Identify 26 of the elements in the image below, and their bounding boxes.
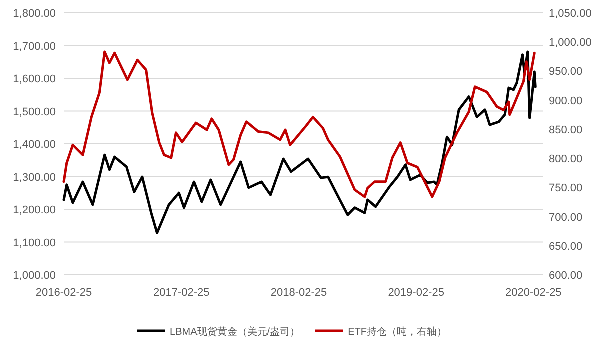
x-tick-label: 2020-02-25	[506, 287, 562, 299]
y2-tick-label: 700.00	[549, 212, 583, 224]
y-tick-label: 1,300.00	[13, 172, 56, 184]
legend-label: ETF持仓（吨，右轴）	[348, 326, 447, 338]
y2-tick-label: 900.00	[549, 95, 583, 108]
y2-tick-label: 1,050.00	[549, 8, 592, 20]
y2-tick-label: 650.00	[549, 240, 583, 253]
y-tick-label: 1,200.00	[13, 204, 56, 216]
y-tick-label: 1,600.00	[13, 74, 56, 86]
y-tick-label: 1,800.00	[13, 8, 56, 20]
y2-tick-label: 800.00	[549, 154, 583, 166]
y-tick-label: 1,500.00	[13, 106, 56, 118]
y-tick-label: 1,100.00	[13, 237, 56, 250]
y2-tick-label: 1,000.00	[549, 37, 592, 50]
x-tick-label: 2018-02-25	[270, 287, 328, 299]
x-tick-label: 2019-02-25	[388, 287, 444, 299]
y2-tick-label: 950.00	[549, 66, 583, 78]
y2-tick-label: 850.00	[549, 124, 583, 136]
y-tick-label: 1,400.00	[13, 139, 56, 151]
y-tick-label: 1,700.00	[13, 40, 56, 53]
y2-tick-label: 750.00	[549, 182, 583, 195]
y-tick-label: 1,000.00	[13, 270, 56, 282]
y2-tick-label: 600.00	[549, 270, 583, 282]
x-tick-label: 2016-02-25	[36, 287, 92, 299]
legend-label: LBMA现货黄金（美元/盎司）	[170, 326, 300, 338]
x-tick-label: 2017-02-25	[154, 287, 210, 299]
